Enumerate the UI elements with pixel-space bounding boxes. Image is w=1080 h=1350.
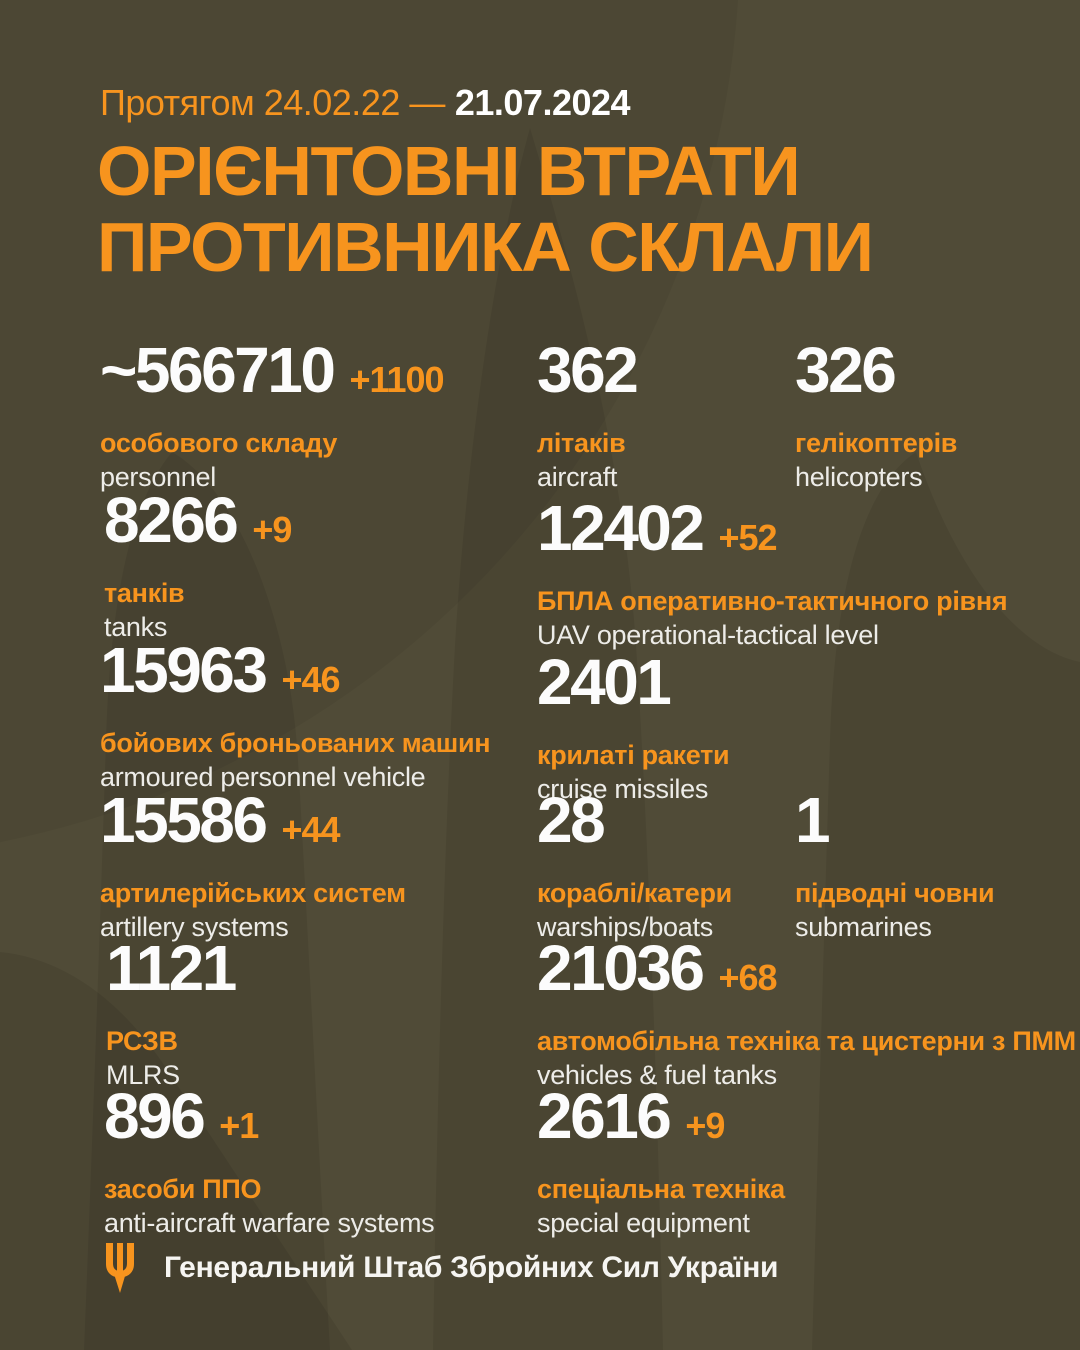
stat-value: 2616 xyxy=(537,1080,672,1152)
stat-label-en: armoured personnel vehicle xyxy=(100,762,426,792)
organization-name: Генеральний Штаб Збройних Сил України xyxy=(164,1251,779,1284)
stat-value: 15963 xyxy=(100,634,268,706)
stat-label-en: warships/boats xyxy=(537,912,713,942)
stat-label-uk: РСЗВ xyxy=(106,1026,178,1056)
stat-delta: +9 xyxy=(252,509,292,550)
stat-value: 896 xyxy=(104,1080,206,1152)
stat-value: 362 xyxy=(537,334,639,406)
stat-label-uk: особового складу xyxy=(100,428,338,458)
stat-label-en: artillery systems xyxy=(100,912,289,942)
stat-submarines: 1 підводні човни submarines xyxy=(795,788,995,943)
stat-label-en: MLRS xyxy=(106,1060,180,1090)
stat-uav: 12402 +52 БПЛА оперативно-тактичного рівн… xyxy=(537,496,1008,651)
stat-vehicles: 21036 +68 автомобільна техніка та цистерн… xyxy=(537,936,1076,1091)
stat-personnel: ~566710 +1100 особового складу personnel xyxy=(100,338,445,493)
footer: Генеральний Штаб Збройних Сил України xyxy=(100,1240,778,1296)
stat-value: 8266 xyxy=(104,484,239,556)
stat-anti-aircraft: 896 +1 засоби ППО anti-aircraft warfare s… xyxy=(104,1084,435,1239)
stat-armoured: 15963 +46 бойових броньованих машин armou… xyxy=(100,638,491,793)
stat-delta: +46 xyxy=(281,659,340,700)
stat-value: 2401 xyxy=(537,646,672,718)
stat-label-uk: крилаті ракети xyxy=(537,740,730,770)
stat-label-en: anti-aircraft warfare systems xyxy=(104,1208,435,1238)
stat-value: 326 xyxy=(795,334,897,406)
stat-special-equipment: 2616 +9 спеціальна техніка special equipm… xyxy=(537,1084,785,1239)
stat-label-en: helicopters xyxy=(795,462,923,492)
stat-label-en: personnel xyxy=(100,462,216,492)
stat-label-uk: автомобільна техніка та цистерни з ПММ xyxy=(537,1026,1076,1056)
stat-delta: +44 xyxy=(281,809,340,850)
title-line-2: ПРОТИВНИКА СКЛАЛИ xyxy=(97,207,874,286)
stat-aircraft: 362 літаків aircraft xyxy=(537,338,639,493)
stat-value: ~566710 xyxy=(100,334,336,406)
stat-label-uk: бойових броньованих машин xyxy=(100,728,491,758)
stat-delta: +1 xyxy=(219,1105,259,1146)
stat-warships: 28 кораблі/катери warships/boats xyxy=(537,788,732,943)
trident-icon xyxy=(106,1243,134,1293)
stat-label-uk: кораблі/катери xyxy=(537,878,732,908)
stat-label-en: cruise missiles xyxy=(537,774,709,804)
stat-label-en: vehicles & fuel tanks xyxy=(537,1060,777,1090)
stat-cruise-missiles: 2401 крилаті ракети cruise missiles xyxy=(537,650,730,805)
stat-value: 15586 xyxy=(100,784,268,856)
stat-label-uk: літаків xyxy=(537,428,626,458)
period-label: Протягом 24.02.22 — xyxy=(100,82,445,123)
stat-label-en: submarines xyxy=(795,912,932,942)
stat-helicopters: 326 гелікоптерів helicopters xyxy=(795,338,957,493)
report-period: Протягом 24.02.22 —21.07.2024 xyxy=(100,82,631,124)
stat-value: 21036 xyxy=(537,932,705,1004)
stat-label-en: aircraft xyxy=(537,462,618,492)
stat-label-uk: артилерійських систем xyxy=(100,878,406,908)
stat-label-en: UAV operational-tactical level xyxy=(537,620,879,650)
stat-label-uk: БПЛА оперативно-тактичного рівня xyxy=(537,586,1008,616)
stat-label-en: special equipment xyxy=(537,1208,750,1238)
page-title: ОРІЄНТОВНІ ВТРАТИ ПРОТИВНИКА СКЛАЛИ xyxy=(97,132,874,286)
stat-artillery: 15586 +44 артилерійських систем artillery… xyxy=(100,788,406,943)
stat-delta: +1100 xyxy=(349,359,444,400)
stat-value: 12402 xyxy=(537,492,705,564)
report-date: 21.07.2024 xyxy=(454,82,631,123)
title-line-1: ОРІЄНТОВНІ ВТРАТИ xyxy=(97,132,801,210)
stat-label-uk: підводні човни xyxy=(795,878,995,908)
stat-value: 1121 xyxy=(106,932,237,1004)
stat-label-uk: засоби ППО xyxy=(104,1174,262,1204)
stat-label-uk: спеціальна техніка xyxy=(537,1174,785,1204)
stat-value: 28 xyxy=(537,784,606,856)
stat-delta: +9 xyxy=(685,1105,725,1146)
stat-mlrs: 1121 РСЗВ MLRS xyxy=(106,936,237,1091)
stat-label-uk: танків xyxy=(104,578,185,608)
stat-label-uk: гелікоптерів xyxy=(795,428,958,458)
stat-delta: +68 xyxy=(718,957,777,998)
stat-delta: +52 xyxy=(718,517,777,558)
stat-tanks: 8266 +9 танків tanks xyxy=(104,488,292,643)
stat-value: 1 xyxy=(795,784,831,856)
stat-label-en: tanks xyxy=(104,612,168,642)
